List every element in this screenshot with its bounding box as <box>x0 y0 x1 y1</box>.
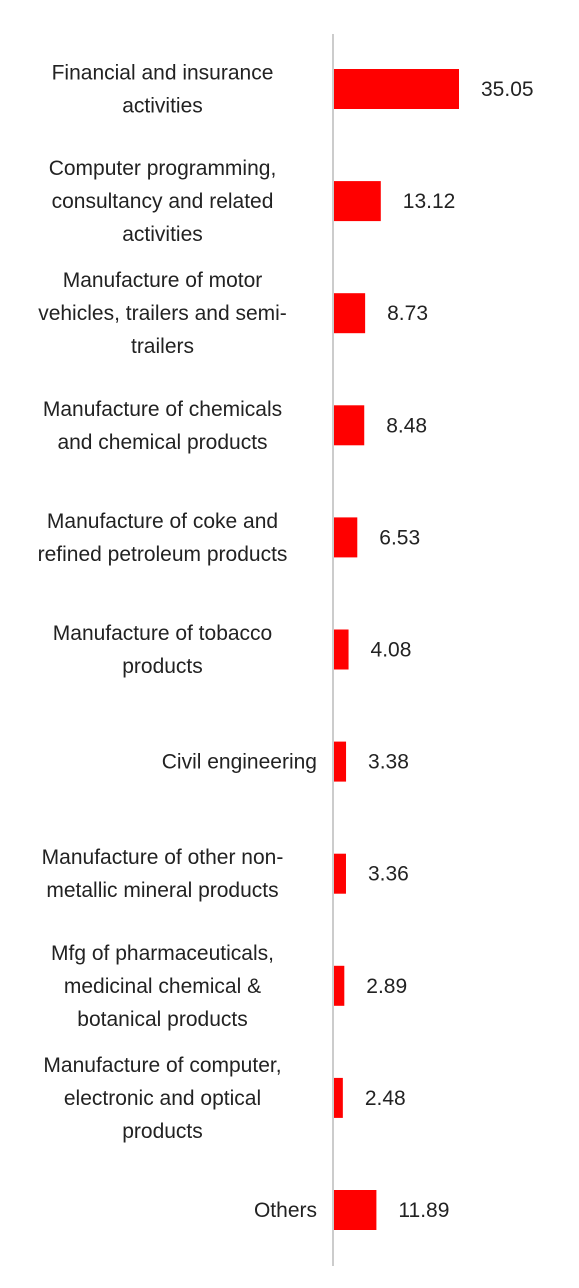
category-label-line: Manufacture of chemicals <box>43 398 282 421</box>
category-label-line: metallic mineral products <box>46 879 278 902</box>
category-label: Mfg of pharmaceuticals, medicinal chemica… <box>51 942 274 1031</box>
category-label-line: Others <box>254 1199 317 1222</box>
category-label-line: vehicles, trailers and semi- <box>38 302 287 325</box>
category-label-line: and chemical products <box>57 431 267 454</box>
category-label: Manufacture of tobacco products <box>53 622 272 678</box>
category-label-line: Manufacture of other non- <box>42 846 284 869</box>
bar <box>334 1190 377 1230</box>
bar <box>334 741 347 782</box>
category-label: Manufacture of coke and refined petroleum… <box>38 510 288 566</box>
bar <box>334 181 381 222</box>
category-label-line: Manufacture of tobacco <box>53 622 272 645</box>
value-label: 11.89 <box>398 1199 449 1222</box>
bar <box>334 517 358 558</box>
value-label: 6.53 <box>379 526 420 549</box>
category-label-line: refined petroleum products <box>38 543 288 566</box>
value-label: 8.73 <box>387 302 428 325</box>
category-label: Manufacture of computer, electronic and o… <box>43 1054 281 1143</box>
value-label: 3.36 <box>368 863 409 886</box>
category-label-line: Computer programming, <box>49 157 277 180</box>
value-label: 3.38 <box>368 751 409 774</box>
category-label-line: Manufacture of coke and <box>47 510 278 533</box>
category-label: Civil engineering <box>162 751 317 774</box>
category-label: Manufacture of chemicals and chemical pro… <box>43 398 282 454</box>
bars-group <box>334 69 459 1230</box>
category-label-line: Civil engineering <box>162 751 317 774</box>
category-label-line: trailers <box>131 335 194 358</box>
value-label: 13.12 <box>403 190 456 213</box>
category-label-line: activities <box>122 95 203 118</box>
category-label-line: products <box>122 1120 203 1143</box>
category-labels-group: Financial and insurance activitiesCompute… <box>38 62 317 1223</box>
bar <box>334 293 366 334</box>
category-label: Financial and insurance activities <box>52 62 274 118</box>
bar <box>334 69 459 109</box>
category-label-line: products <box>122 655 203 678</box>
category-label: Manufacture of motor vehicles, trailers a… <box>38 269 287 358</box>
value-label: 35.05 <box>481 78 534 101</box>
category-label-line: electronic and optical <box>64 1087 261 1110</box>
value-label: 8.48 <box>386 414 427 437</box>
category-label-line: medicinal chemical & <box>64 975 261 998</box>
bar <box>334 629 349 670</box>
value-labels-group: 35.05 13.12 8.73 8.48 6.53 4.08 3.38 3.36 2.89 2.… <box>365 78 534 1222</box>
bar <box>334 853 346 894</box>
category-label-line: consultancy and related <box>52 190 274 213</box>
category-label-line: Manufacture of computer, <box>43 1054 281 1077</box>
category-label: Others <box>254 1199 317 1222</box>
category-label: Computer programming, consultancy and rel… <box>49 157 277 246</box>
bar <box>334 405 365 446</box>
bar <box>334 965 345 1006</box>
category-label-line: botanical products <box>77 1008 247 1031</box>
bar <box>334 1077 343 1118</box>
value-label: 2.89 <box>366 975 407 998</box>
category-label: Manufacture of other non-metallic minera… <box>42 846 284 902</box>
value-label: 4.08 <box>371 639 412 662</box>
value-label: 2.48 <box>365 1087 406 1110</box>
category-label-line: Manufacture of motor <box>63 269 263 292</box>
category-label-line: Mfg of pharmaceuticals, <box>51 942 274 965</box>
category-label-line: activities <box>122 223 203 246</box>
category-label-line: Financial and insurance <box>52 62 274 85</box>
